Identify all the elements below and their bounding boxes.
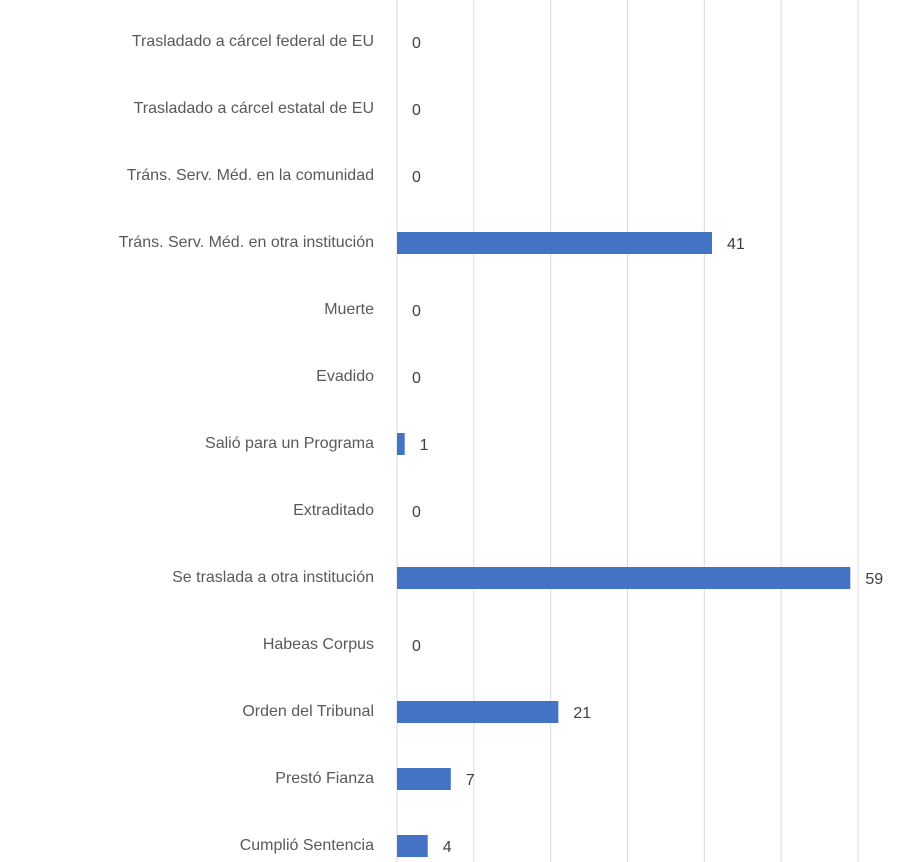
y-tick-label: Evadido (316, 368, 374, 385)
data-label: 0 (412, 638, 421, 655)
data-label: 0 (412, 35, 421, 52)
data-label: 0 (412, 102, 421, 119)
data-label: 0 (412, 370, 421, 387)
data-label: 21 (573, 705, 591, 722)
data-label: 41 (727, 236, 745, 253)
data-label: 4 (443, 839, 452, 856)
y-tick-label: Muerte (324, 301, 374, 318)
y-tick-label: Extraditado (293, 502, 374, 519)
data-label: 0 (412, 169, 421, 186)
bar (397, 433, 405, 455)
bar (397, 768, 451, 790)
y-tick-label: Tráns. Serv. Méd. en otra institución (119, 234, 374, 251)
data-label: 0 (412, 303, 421, 320)
y-tick-label: Tráns. Serv. Méd. en la comunidad (127, 167, 374, 184)
y-tick-label: Cumplió Sentencia (240, 837, 374, 854)
y-tick-label: Se traslada a otra institución (172, 569, 374, 586)
bar (397, 567, 851, 589)
data-label: 1 (420, 437, 429, 454)
y-tick-label: Habeas Corpus (263, 636, 374, 653)
data-label: 0 (412, 504, 421, 521)
y-tick-label: Trasladado a cárcel federal de EU (132, 33, 374, 50)
y-tick-label: Orden del Tribunal (242, 703, 374, 720)
bar (397, 701, 559, 723)
data-label: 59 (865, 571, 883, 588)
y-tick-label: Prestó Fianza (275, 770, 374, 787)
bar (397, 835, 428, 857)
y-tick-label: Salió para un Programa (205, 435, 374, 452)
y-tick-label: Trasladado a cárcel estatal de EU (134, 100, 374, 117)
data-label: 7 (466, 772, 475, 789)
bar (397, 232, 713, 254)
